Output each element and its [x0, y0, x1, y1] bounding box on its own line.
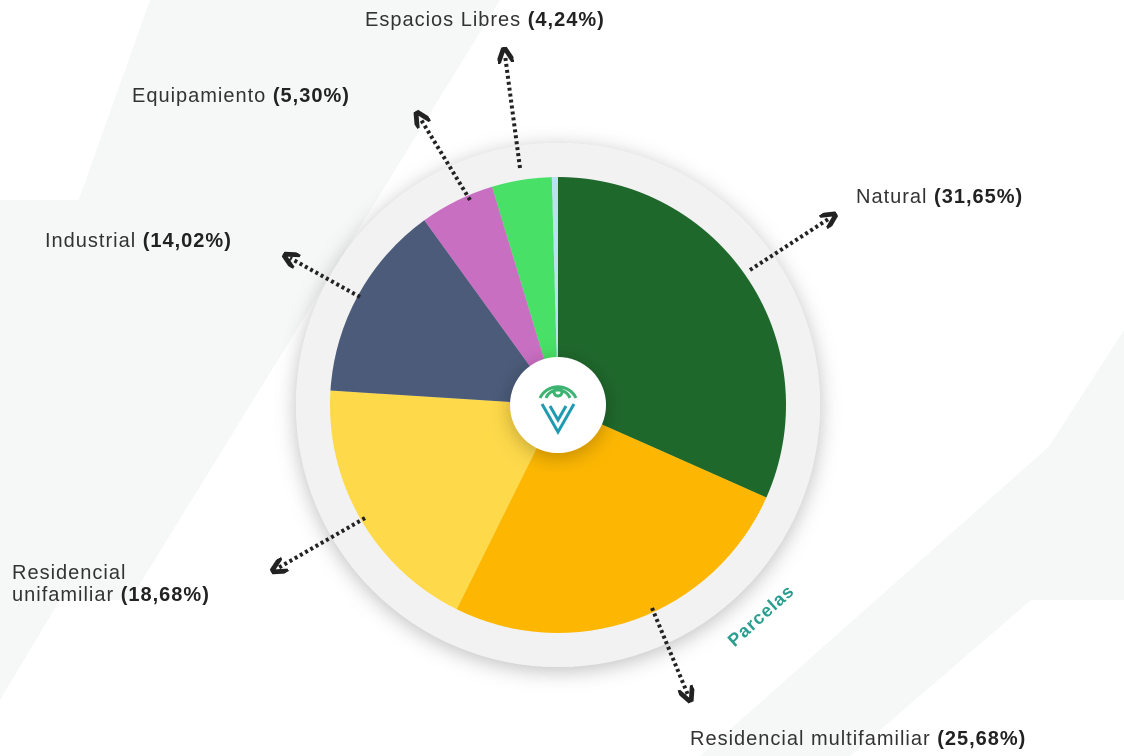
- category-name: Residencial unifamiliar: [12, 562, 127, 606]
- slice-label: Residencial multifamiliar (25,68%): [690, 728, 1026, 750]
- slice-label: Residencial unifamiliar (18,68%): [12, 562, 232, 606]
- leader-arrow: [505, 55, 522, 169]
- leader-arrow: [278, 516, 366, 568]
- category-name: Espacios Libres: [365, 9, 522, 31]
- value-label: (4,24%): [527, 9, 605, 31]
- logo: [538, 385, 578, 436]
- leader-arrow: [650, 607, 688, 695]
- slice-label: Industrial (14,02%): [45, 230, 232, 252]
- value-label: (5,30%): [272, 85, 350, 107]
- value-label: (18,68%): [120, 584, 210, 606]
- category-name: Residencial multifamiliar: [690, 728, 931, 750]
- pie-slice: [551, 177, 558, 405]
- leader-arrow: [748, 218, 830, 272]
- category-name: Industrial: [45, 230, 137, 252]
- value-label: (31,65%): [934, 186, 1024, 208]
- value-label: (14,02%): [142, 230, 232, 252]
- center-badge: [510, 357, 606, 453]
- pie-slice: [330, 220, 558, 405]
- slice-label: Equipamiento (5,30%): [132, 85, 350, 107]
- pie-slice: [558, 177, 786, 498]
- slice-label: Natural (31,65%): [856, 186, 1023, 208]
- value-label: (25,68%): [937, 728, 1027, 750]
- pie-slice: [456, 405, 767, 634]
- slice-label: Espacios Libres (4,24%): [365, 9, 605, 31]
- category-name: Natural: [856, 186, 928, 208]
- leader-arrow: [420, 118, 472, 202]
- category-name: Equipamiento: [132, 85, 267, 107]
- leader-arrow: [290, 258, 361, 299]
- pie-slice: [492, 177, 558, 405]
- pie-slice: [424, 186, 558, 405]
- pie-slice: [330, 390, 558, 610]
